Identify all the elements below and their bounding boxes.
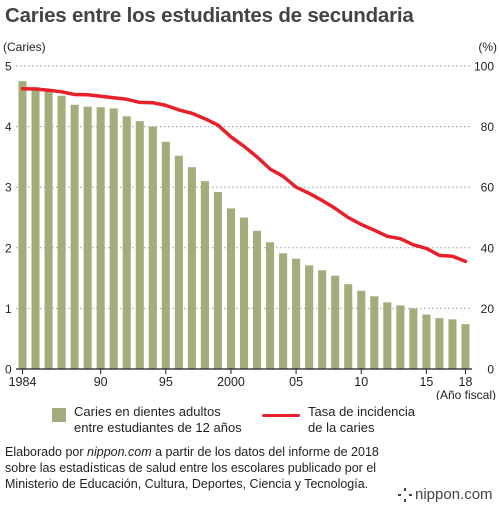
legend-label-line-line2: de la caries (308, 420, 375, 435)
left-axis-label: (Caries) (3, 40, 46, 54)
source-note: Elaborado por nippon.com a partir de los… (5, 444, 390, 493)
x-tick-label-10: 10 (354, 375, 368, 389)
left-tick-label: 2 (5, 241, 12, 255)
bar-2010 (357, 290, 366, 369)
legend-label-bars-line1: Caries en dientes adultos (74, 404, 221, 419)
bar-2016 (435, 318, 444, 369)
right-tick-label: 80 (481, 120, 495, 134)
right-axis-label: (%) (478, 40, 497, 54)
chart-area: 0 1 2 3 4 5 0 20 40 60 80 100 (Caries) (%) 1984 90 95 200… (3, 40, 497, 400)
bar-1990 (96, 107, 105, 369)
source-text-pre: Elaborado por (5, 445, 88, 459)
bar-2009 (344, 284, 353, 369)
nippon-logo: nippon.com (398, 486, 493, 503)
legend-swatch-line (262, 414, 300, 417)
x-tick-label-90: 90 (94, 375, 108, 389)
bar-1988 (70, 104, 79, 369)
bar-1998 (200, 181, 209, 369)
bar-1995 (161, 141, 170, 369)
bar-1991 (109, 108, 118, 370)
bar-1994 (148, 126, 157, 369)
bar-1997 (187, 167, 196, 369)
bar-1984 (18, 81, 27, 370)
bar-2006 (305, 265, 314, 369)
legend-label-line-line1: Tasa de incidencia (308, 404, 415, 419)
bar-2003 (266, 242, 275, 369)
nippon-logo-text: nippon.com (415, 486, 493, 503)
left-tick-label: 1 (5, 302, 12, 316)
bar-1985 (31, 87, 40, 370)
source-site-name: nippon.com (87, 445, 152, 459)
legend-label-bars: Caries en dientes adultos entre estudian… (74, 404, 264, 436)
bar-2013 (396, 305, 405, 369)
left-tick-label: 0 (5, 363, 12, 377)
bar-2002 (252, 230, 262, 369)
bar-1999 (213, 192, 222, 369)
legend-swatch-bars (52, 408, 66, 422)
bar-1989 (83, 106, 92, 370)
bar-2011 (370, 296, 379, 369)
bar-1993 (135, 121, 144, 370)
bar-2012 (383, 302, 392, 369)
x-tick-label-18: 18 (459, 375, 473, 389)
bar-1992 (122, 116, 131, 369)
x-tick-label-2000: 2000 (217, 375, 245, 389)
incidence-line (20, 86, 468, 264)
bar-1996 (174, 155, 183, 369)
nippon-logo-icon (398, 487, 412, 502)
source-text-post: a partir de los datos del informe de 201… (5, 445, 379, 492)
right-tick-label: 40 (481, 241, 495, 255)
bar-2017 (448, 319, 457, 369)
left-tick-label: 5 (5, 60, 12, 74)
right-tick-label: 100 (474, 60, 494, 74)
bar-2005 (292, 258, 301, 369)
x-axis-label: (Año fiscal) (436, 388, 496, 400)
bar-2018 (461, 324, 470, 369)
right-tick-label: 60 (481, 181, 495, 195)
right-tick-label: 0 (487, 363, 494, 377)
right-tick-label: 20 (481, 302, 495, 316)
bar-2008 (331, 275, 340, 369)
bar-2015 (422, 314, 431, 369)
bar-2001 (239, 217, 249, 369)
bar-1987 (57, 95, 66, 369)
bar-2000 (226, 208, 236, 369)
bar-1986 (44, 90, 53, 370)
bar-2004 (279, 253, 288, 369)
bar-2007 (318, 270, 327, 369)
bar-2014 (409, 308, 418, 369)
legend-label-line: Tasa de incidencia de la caries (308, 404, 458, 436)
left-tick-label: 4 (5, 120, 12, 134)
chart-title: Caries entre los estudiantes de secundar… (5, 4, 414, 27)
legend-label-bars-line2: entre estudiantes de 12 años (74, 420, 242, 435)
x-tick-label-95: 95 (159, 375, 173, 389)
x-tick-label-1984: 1984 (9, 375, 37, 389)
x-tick-label-15: 15 (419, 375, 433, 389)
x-tick-label-05: 05 (289, 375, 303, 389)
left-tick-label: 3 (5, 181, 12, 195)
